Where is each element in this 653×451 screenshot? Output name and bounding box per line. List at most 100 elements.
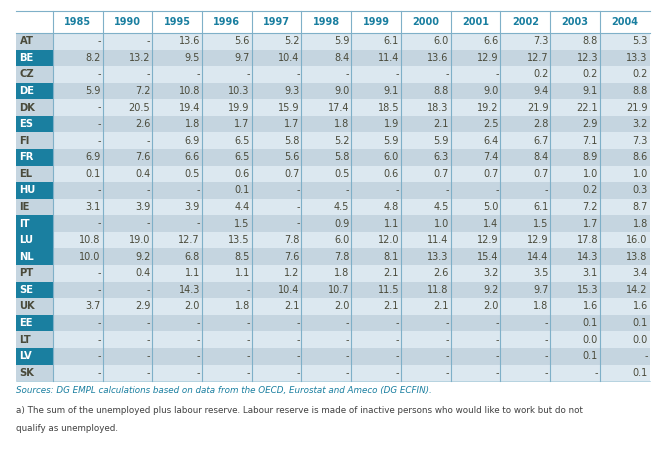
Bar xyxy=(152,166,202,182)
Text: 6.0: 6.0 xyxy=(334,235,349,245)
Bar xyxy=(451,166,500,182)
Bar xyxy=(16,331,53,348)
Bar xyxy=(600,99,650,116)
Text: -: - xyxy=(445,318,449,328)
Text: 7.6: 7.6 xyxy=(284,252,300,262)
Bar xyxy=(252,215,302,232)
Bar xyxy=(401,364,451,381)
Text: 2.1: 2.1 xyxy=(384,301,399,312)
Text: BE: BE xyxy=(20,53,34,63)
Bar xyxy=(202,50,252,66)
Text: Sources: DG EMPL calculations based on data from the OECD, Eurostat and Ameco (D: Sources: DG EMPL calculations based on d… xyxy=(16,386,432,395)
Text: 0.1: 0.1 xyxy=(86,169,101,179)
Bar xyxy=(451,182,500,199)
Text: -: - xyxy=(396,351,399,361)
Bar xyxy=(302,182,351,199)
Text: -: - xyxy=(197,185,200,195)
Text: 11.5: 11.5 xyxy=(377,285,399,295)
Bar xyxy=(302,66,351,83)
Text: 0.2: 0.2 xyxy=(582,185,598,195)
Text: a) The sum of the unemployed plus labour reserve. Labour reserve is made of inac: a) The sum of the unemployed plus labour… xyxy=(16,406,583,415)
Bar xyxy=(53,331,103,348)
Bar xyxy=(302,149,351,166)
Text: 1.2: 1.2 xyxy=(284,268,300,278)
Bar xyxy=(600,348,650,364)
Text: 4.5: 4.5 xyxy=(334,202,349,212)
Text: ES: ES xyxy=(20,119,33,129)
Bar xyxy=(103,66,152,83)
Text: 0.1: 0.1 xyxy=(582,318,598,328)
Bar xyxy=(252,149,302,166)
Bar xyxy=(600,66,650,83)
Text: 12.7: 12.7 xyxy=(178,235,200,245)
Text: 0.7: 0.7 xyxy=(533,169,549,179)
Text: 9.1: 9.1 xyxy=(582,86,598,96)
Text: 12.9: 12.9 xyxy=(477,235,498,245)
Bar xyxy=(550,33,600,50)
Bar xyxy=(302,83,351,99)
Bar xyxy=(451,331,500,348)
Text: 13.6: 13.6 xyxy=(428,53,449,63)
Text: 1.8: 1.8 xyxy=(334,268,349,278)
Bar xyxy=(500,149,550,166)
Bar xyxy=(302,265,351,281)
Text: 9.7: 9.7 xyxy=(533,285,549,295)
Bar xyxy=(351,99,401,116)
Bar xyxy=(351,281,401,298)
Text: -: - xyxy=(296,318,300,328)
Bar xyxy=(401,149,451,166)
Text: 0.2: 0.2 xyxy=(582,69,598,79)
Text: 5.9: 5.9 xyxy=(334,36,349,46)
Bar xyxy=(500,331,550,348)
Bar xyxy=(550,232,600,249)
Text: 14.4: 14.4 xyxy=(527,252,549,262)
Text: -: - xyxy=(97,268,101,278)
Bar xyxy=(103,298,152,315)
Bar xyxy=(103,364,152,381)
Text: -: - xyxy=(495,368,498,378)
Text: -: - xyxy=(495,351,498,361)
Bar xyxy=(351,182,401,199)
Bar xyxy=(351,215,401,232)
Bar xyxy=(302,215,351,232)
Text: -: - xyxy=(396,69,399,79)
Text: 1.0: 1.0 xyxy=(633,169,648,179)
Bar xyxy=(152,364,202,381)
Text: -: - xyxy=(147,351,150,361)
Bar xyxy=(351,265,401,281)
Text: 3.1: 3.1 xyxy=(582,268,598,278)
Bar xyxy=(351,66,401,83)
Text: UK: UK xyxy=(20,301,35,312)
Text: 15.4: 15.4 xyxy=(477,252,498,262)
Bar xyxy=(202,265,252,281)
Text: 2.1: 2.1 xyxy=(384,268,399,278)
Text: 9.4: 9.4 xyxy=(533,86,549,96)
Bar xyxy=(202,298,252,315)
Text: 9.3: 9.3 xyxy=(284,86,300,96)
Bar xyxy=(451,33,500,50)
Bar xyxy=(16,116,53,133)
Text: 10.7: 10.7 xyxy=(328,285,349,295)
Bar xyxy=(202,149,252,166)
Text: -: - xyxy=(495,318,498,328)
Text: -: - xyxy=(445,69,449,79)
Bar xyxy=(53,364,103,381)
Text: 2.1: 2.1 xyxy=(434,119,449,129)
Text: 17.4: 17.4 xyxy=(328,102,349,113)
Bar xyxy=(202,331,252,348)
Text: LU: LU xyxy=(20,235,33,245)
Bar xyxy=(103,315,152,331)
Text: DK: DK xyxy=(20,102,35,113)
Text: DE: DE xyxy=(20,86,35,96)
Bar xyxy=(53,348,103,364)
Text: LV: LV xyxy=(20,351,33,361)
Bar xyxy=(500,281,550,298)
Text: 8.4: 8.4 xyxy=(533,152,549,162)
Bar xyxy=(53,265,103,281)
Bar xyxy=(500,33,550,50)
Text: 2.8: 2.8 xyxy=(533,119,549,129)
Bar xyxy=(500,364,550,381)
Text: 18.3: 18.3 xyxy=(428,102,449,113)
Bar xyxy=(202,99,252,116)
Text: -: - xyxy=(97,102,101,113)
